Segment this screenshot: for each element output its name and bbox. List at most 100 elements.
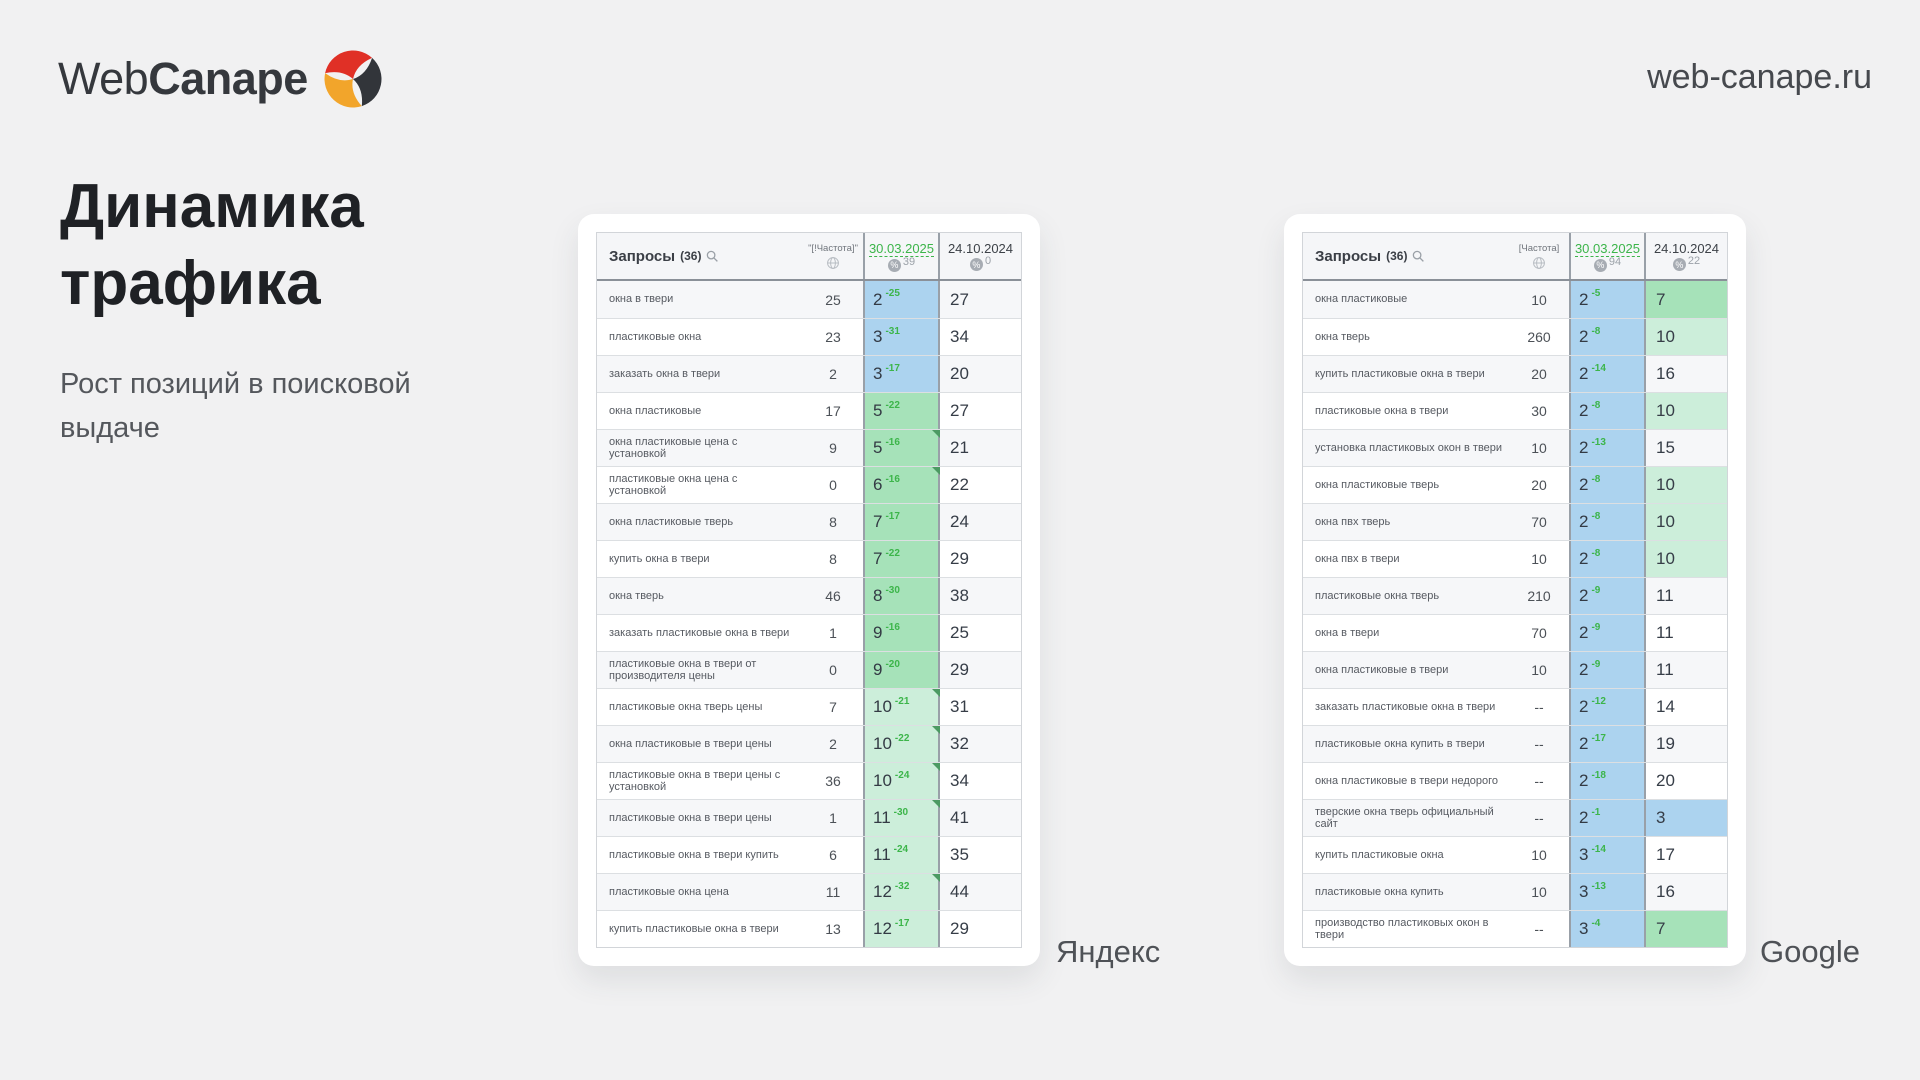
- frequency-cell: --: [1534, 699, 1544, 715]
- search-icon[interactable]: [1412, 250, 1425, 263]
- query-cell: пластиковые окна купить в твери: [1315, 737, 1485, 750]
- table-row: купить пластиковые окна 10 3 -14 17: [1303, 836, 1727, 873]
- note-marker: [932, 763, 940, 771]
- position-delta: -5: [1591, 288, 1601, 299]
- table-row: купить пластиковые окна в твери 20 2 -14 16: [1303, 355, 1727, 392]
- position-new-value: 8: [873, 586, 883, 605]
- position-new-cell: 9 -20: [863, 652, 940, 688]
- position-new-cell: 2 -8: [1569, 319, 1646, 355]
- frequency-header: [Частота]: [1509, 233, 1569, 279]
- table-row: пластиковые окна в твери цены 1 11 -30 41: [597, 799, 1021, 836]
- position-new-cell: 2 -5: [1569, 281, 1646, 318]
- table-row: окна пластиковые в твери недорого -- 2 -18 2…: [1303, 762, 1727, 799]
- position-new-value: 3: [873, 364, 883, 383]
- queries-header: Запросы (36): [1303, 233, 1509, 279]
- position-old-value: 15: [1656, 438, 1675, 457]
- frequency-cell: 25: [825, 291, 841, 308]
- query-cell: тверские окна тверь официальный сайт: [1315, 805, 1494, 831]
- query-cell: окна пвх тверь: [1315, 515, 1391, 528]
- table-row: купить пластиковые окна в твери 13 12 -17 29: [597, 910, 1021, 947]
- position-new-value: 2: [1579, 475, 1589, 494]
- query-cell: пластиковые окна в твери от производител…: [609, 657, 757, 683]
- position-old-value: 20: [1656, 771, 1675, 790]
- frequency-cell: 1: [829, 810, 837, 826]
- table-row: окна в твери 25 2 -25 27: [597, 281, 1021, 318]
- position-old-cell: 11: [1646, 652, 1727, 688]
- position-old-value: 3: [1656, 808, 1666, 827]
- position-old-cell: 10: [1646, 319, 1727, 355]
- frequency-cell: 6: [829, 847, 837, 863]
- frequency-cell: 10: [1531, 847, 1547, 863]
- position-new-cell: 12 -32: [863, 874, 940, 910]
- position-delta: -9: [1591, 584, 1601, 596]
- position-new-cell: 10 -24: [863, 763, 940, 799]
- position-delta: -12: [1591, 695, 1606, 707]
- query-cell: заказать пластиковые окна в твери: [609, 626, 790, 639]
- page-title-line2: трафика: [60, 249, 321, 318]
- query-cell: окна пластиковые в твери недорого: [1315, 774, 1499, 787]
- frequency-header: "[!Частота]": [803, 233, 863, 279]
- position-delta: -13: [1591, 880, 1606, 892]
- position-old-cell: 17: [1646, 837, 1727, 873]
- frequency-cell: 20: [1531, 366, 1547, 382]
- site-url: web-canape.ru: [1647, 58, 1872, 96]
- position-old-cell: 19: [1646, 726, 1727, 762]
- position-old-value: 20: [950, 364, 969, 383]
- query-cell: окна пластиковые: [1315, 293, 1408, 306]
- position-old-value: 10: [1656, 401, 1675, 420]
- webcanape-swirl-icon: [324, 50, 382, 108]
- position-old-cell: 10: [1646, 541, 1727, 577]
- percent-badge: % 94: [1593, 256, 1621, 272]
- frequency-cell: 1: [829, 625, 837, 641]
- position-old-value: 19: [1656, 734, 1675, 753]
- position-delta: -32: [894, 880, 910, 892]
- position-delta: -8: [1591, 510, 1601, 522]
- frequency-cell: 2: [829, 366, 837, 382]
- position-old-value: 24: [950, 512, 969, 531]
- query-cell: купить пластиковые окна в твери: [1315, 367, 1485, 380]
- position-new-value: 10: [873, 697, 892, 716]
- frequency-cell: 10: [1531, 884, 1547, 900]
- position-new-value: 2: [1579, 734, 1589, 753]
- positions-table: Запросы (36) [Частота] 30.03.2025% 94 24.10.2…: [1302, 232, 1728, 948]
- percent-badge: % 22: [1672, 256, 1700, 271]
- position-new-value: 11: [873, 808, 891, 827]
- position-new-cell: 11 -30: [863, 800, 940, 836]
- table-row: пластиковые окна купить в твери -- 2 -17 19: [1303, 725, 1727, 762]
- frequency-cell: 8: [829, 551, 837, 567]
- date-new-link[interactable]: 30.03.2025: [1574, 240, 1641, 257]
- positions-table-card: Запросы (36) "[!Частота]" 30.03.2025% 39 24.1…: [578, 214, 1040, 966]
- position-delta: -14: [1591, 362, 1606, 374]
- query-cell: окна пвх в твери: [1315, 552, 1400, 565]
- query-cell: пластиковые окна в твери цены с установк…: [609, 768, 781, 794]
- queries-label: Запросы: [1315, 247, 1382, 265]
- position-old-value: 38: [950, 586, 969, 605]
- frequency-cell: 17: [825, 403, 841, 419]
- date-new-link[interactable]: 30.03.2025: [868, 240, 935, 257]
- position-old-cell: 34: [940, 763, 1021, 799]
- position-new-value: 2: [1579, 512, 1589, 531]
- query-cell: пластиковые окна: [609, 330, 702, 343]
- frequency-cell: 9: [829, 440, 837, 456]
- position-old-cell: 21: [940, 430, 1021, 466]
- position-old-cell: 20: [940, 356, 1021, 392]
- table-row: окна тверь 260 2 -8 10: [1303, 318, 1727, 355]
- percent-icon: %: [887, 258, 901, 272]
- position-new-value: 2: [1579, 289, 1589, 309]
- position-new-cell: 3 -4: [1569, 911, 1646, 947]
- position-delta: -25: [885, 288, 900, 299]
- frequency-cell: 210: [1527, 588, 1551, 604]
- search-icon[interactable]: [706, 250, 719, 263]
- position-new-value: 2: [1579, 438, 1589, 457]
- percent-badge: % 0: [969, 256, 991, 271]
- position-new-value: 2: [1579, 697, 1589, 716]
- frequency-cell: 0: [829, 477, 837, 493]
- position-new-value: 2: [1579, 808, 1589, 827]
- position-old-cell: 7: [1646, 911, 1727, 947]
- position-new-value: 9: [873, 623, 883, 642]
- table-row: окна пластиковые цена с установкой 9 5 -16 2…: [597, 429, 1021, 466]
- position-new-cell: 2 -8: [1569, 541, 1646, 577]
- queries-count: (36): [1386, 249, 1408, 263]
- frequency-cell: --: [1534, 921, 1544, 937]
- position-old-value: 25: [950, 623, 969, 642]
